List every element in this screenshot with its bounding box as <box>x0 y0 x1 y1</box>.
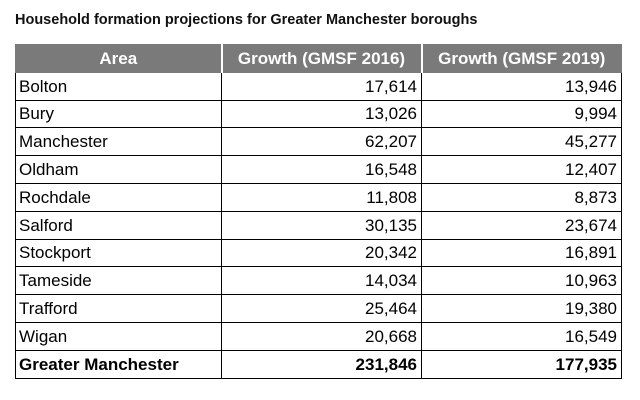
household-projections-table: Area Growth (GMSF 2016) Growth (GMSF 201… <box>15 44 622 379</box>
growth-2019-cell: 23,674 <box>421 210 622 240</box>
growth-2019-cell: 19,380 <box>421 294 622 323</box>
table-row: Manchester 62,207 45,277 <box>15 127 622 157</box>
column-header-growth-2019: Growth (GMSF 2019) <box>421 44 622 73</box>
table-row: Trafford 25,464 19,380 <box>15 294 622 323</box>
growth-2016-cell: 20,342 <box>221 238 422 268</box>
growth-2019-cell: 16,549 <box>421 321 622 351</box>
growth-2019-cell: 12,407 <box>421 155 622 184</box>
total-growth-2016-cell: 231,846 <box>221 349 422 379</box>
area-cell: Rochdale <box>15 182 222 212</box>
area-cell: Stockport <box>15 238 222 268</box>
growth-2016-cell: 13,026 <box>221 99 422 129</box>
area-cell: Oldham <box>15 155 222 184</box>
growth-2016-cell: 62,207 <box>221 127 422 157</box>
growth-2019-cell: 13,946 <box>421 71 622 101</box>
total-area-cell: Greater Manchester <box>15 349 222 379</box>
growth-2016-cell: 14,034 <box>221 266 422 296</box>
growth-2016-cell: 30,135 <box>221 210 422 240</box>
table-row: Bury 13,026 9,994 <box>15 99 622 129</box>
area-cell: Tameside <box>15 266 222 296</box>
growth-2016-cell: 20,668 <box>221 321 422 351</box>
area-cell: Bolton <box>15 71 222 101</box>
growth-2019-cell: 16,891 <box>421 238 622 268</box>
total-row: Greater Manchester 231,846 177,935 <box>15 349 622 379</box>
table-row: Wigan 20,668 16,549 <box>15 321 622 351</box>
column-header-growth-2016: Growth (GMSF 2016) <box>221 44 423 73</box>
growth-2019-cell: 9,994 <box>421 99 622 129</box>
column-header-area: Area <box>15 44 223 73</box>
growth-2019-cell: 45,277 <box>421 127 622 157</box>
area-cell: Wigan <box>15 321 222 351</box>
area-cell: Bury <box>15 99 222 129</box>
table-row: Bolton 17,614 13,946 <box>15 71 622 101</box>
area-cell: Salford <box>15 210 222 240</box>
growth-2016-cell: 16,548 <box>221 155 422 184</box>
growth-2016-cell: 17,614 <box>221 71 422 101</box>
growth-2016-cell: 25,464 <box>221 294 422 323</box>
table-row: Salford 30,135 23,674 <box>15 210 622 240</box>
table-row: Tameside 14,034 10,963 <box>15 266 622 296</box>
growth-2019-cell: 8,873 <box>421 182 622 212</box>
growth-2019-cell: 10,963 <box>421 266 622 296</box>
table-caption: Household formation projections for Grea… <box>15 12 478 28</box>
table-row: Rochdale 11,808 8,873 <box>15 182 622 212</box>
table-row: Stockport 20,342 16,891 <box>15 238 622 268</box>
area-cell: Manchester <box>15 127 222 157</box>
total-growth-2019-cell: 177,935 <box>421 349 622 379</box>
area-cell: Trafford <box>15 294 222 323</box>
header-row: Area Growth (GMSF 2016) Growth (GMSF 201… <box>15 44 622 73</box>
table-row: Oldham 16,548 12,407 <box>15 155 622 184</box>
growth-2016-cell: 11,808 <box>221 182 422 212</box>
